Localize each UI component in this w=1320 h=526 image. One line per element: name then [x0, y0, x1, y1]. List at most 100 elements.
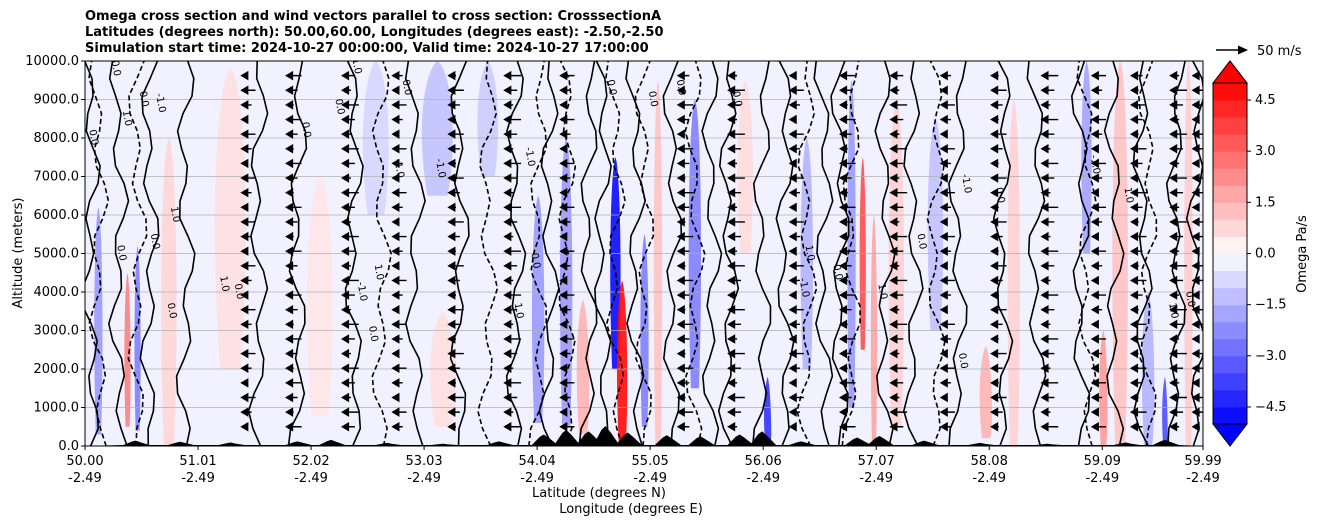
wind-vector — [240, 85, 256, 95]
wind-vector — [1040, 85, 1055, 95]
wind-vector — [1040, 392, 1055, 403]
wind-vector — [559, 363, 568, 373]
wind-vector — [1129, 319, 1147, 330]
colorbar-tick-label: −1.5 — [1255, 298, 1287, 313]
wind-vector — [889, 246, 904, 256]
omega-band — [1162, 376, 1168, 446]
wind-vector — [990, 129, 1007, 139]
wind-vector — [990, 144, 1003, 154]
wind-vector — [939, 363, 955, 373]
wind-vector — [1169, 231, 1184, 242]
wind-vector — [1169, 304, 1187, 315]
wind-vector — [559, 422, 575, 432]
x-tick-label-lat: 52.02 — [292, 454, 329, 469]
wind-vector — [341, 100, 359, 110]
wind-vector — [559, 100, 568, 110]
chart-title-line-1: Omega cross section and wind vectors par… — [85, 9, 662, 24]
x-axis-label-lat: Latitude (degrees N) — [532, 486, 666, 501]
colorbar-segment — [1213, 100, 1247, 118]
wind-vector — [1090, 334, 1107, 344]
wind-vector — [939, 129, 948, 139]
wind-vector — [1090, 261, 1103, 271]
wind-vector — [341, 261, 351, 271]
wind-vector — [447, 319, 460, 330]
contour-positive — [775, 61, 795, 446]
wind-vector — [1090, 70, 1107, 81]
wind-vector — [990, 334, 999, 344]
wind-vector — [240, 114, 249, 125]
contour-positive — [107, 61, 130, 446]
wind-vector — [939, 348, 948, 359]
wind-vector — [1129, 217, 1139, 227]
colorbar-segment — [1213, 83, 1247, 101]
wind-vector — [788, 304, 804, 315]
wind-vector — [285, 392, 298, 403]
wind-vector — [1090, 363, 1099, 373]
wind-vector — [839, 70, 856, 81]
wind-vector — [391, 202, 403, 213]
wind-vector — [839, 144, 848, 154]
wind-vector — [503, 378, 522, 388]
wind-vector — [1191, 319, 1203, 330]
wind-vector — [559, 231, 568, 242]
wind-vector — [1090, 85, 1103, 95]
wind-vector — [240, 144, 252, 154]
contour-positive — [1132, 61, 1153, 446]
wind-vector — [990, 85, 1007, 95]
wind-vector — [839, 100, 848, 110]
colorbar-segment — [1213, 151, 1247, 169]
x-tick-label-lon: -2.49 — [859, 471, 893, 486]
wind-vector — [727, 378, 738, 388]
wind-vector — [1191, 290, 1200, 300]
wind-vector — [391, 217, 400, 227]
wind-vector — [939, 144, 955, 154]
wind-vector — [503, 290, 522, 300]
wind-vector — [1191, 173, 1203, 183]
wind-vector — [1040, 114, 1059, 125]
wind-vector — [341, 392, 351, 403]
wind-vector — [285, 275, 294, 286]
wind-vector — [503, 217, 518, 227]
chart-title-line-3: Simulation start time: 2024-10-27 00:00:… — [85, 41, 649, 56]
x-tick-label-lat: 58.08 — [971, 454, 1008, 469]
wind-vector — [447, 334, 457, 344]
wind-vector — [727, 231, 741, 242]
wind-vector — [727, 100, 741, 110]
wind-vector — [839, 129, 852, 139]
wind-vectors — [240, 70, 1203, 432]
wind-vector — [1040, 217, 1055, 227]
contour-label: 0.0 — [604, 79, 618, 97]
wind-vector — [990, 231, 1003, 242]
wind-vector — [727, 173, 745, 183]
colorbar-segment — [1213, 321, 1247, 340]
wind-vector — [990, 70, 999, 81]
wind-vector — [1090, 348, 1103, 359]
contour-positive — [139, 61, 160, 446]
wind-vector — [1090, 275, 1099, 286]
wind-vector — [503, 422, 522, 432]
wind-vector — [341, 202, 355, 213]
omega-band — [610, 157, 621, 369]
contour-negative — [528, 61, 548, 446]
contour-label: 1.0 — [217, 275, 231, 293]
wind-vector — [727, 363, 741, 373]
wind-vector — [447, 114, 457, 125]
wind-vector — [788, 158, 797, 169]
wind-vector — [1191, 304, 1203, 315]
contour-label: 1.0 — [168, 206, 182, 224]
x-tick-label-lat: 56.06 — [745, 454, 782, 469]
wind-vector — [1191, 407, 1203, 417]
wind-vector — [676, 129, 686, 139]
wind-vector — [1040, 158, 1059, 169]
wind-vector — [889, 158, 904, 169]
omega-band — [124, 272, 131, 427]
wind-vector — [391, 70, 403, 81]
y-tick-label: 0.0 — [58, 439, 79, 454]
wind-vector — [990, 392, 1007, 403]
wind-vector — [1169, 187, 1184, 198]
wind-vector — [285, 114, 302, 125]
wind-vector — [939, 334, 952, 344]
contour-positive — [594, 61, 612, 446]
wind-vector — [788, 246, 797, 256]
